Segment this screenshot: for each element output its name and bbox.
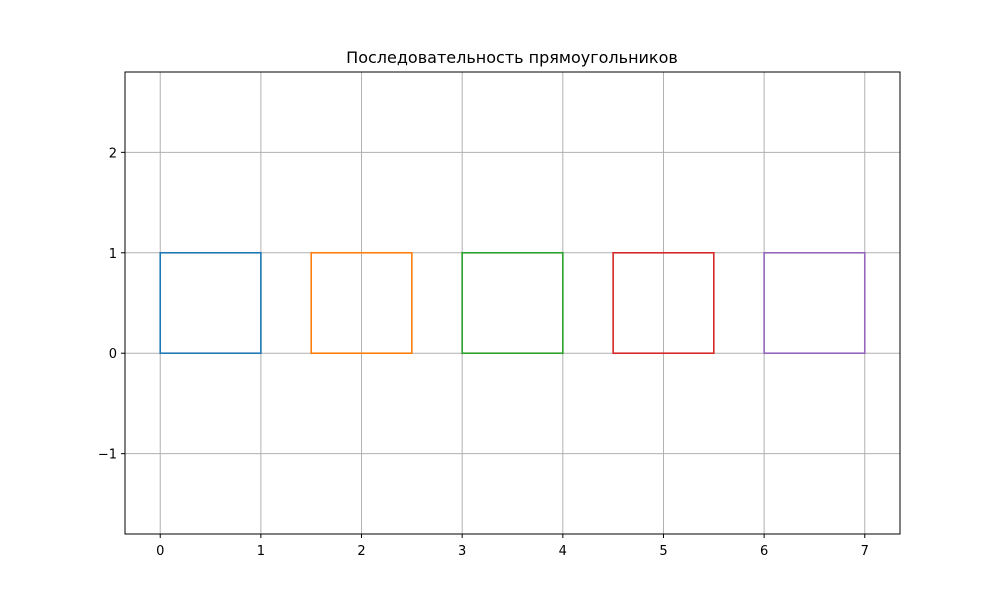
- x-tick-label-5: 5: [659, 544, 667, 559]
- axes-frame: [124, 71, 901, 535]
- y-tick-label-3: 2: [109, 146, 117, 161]
- x-tick-label-0: 0: [156, 544, 164, 559]
- rectangle-3: [461, 251, 564, 355]
- rectangle-1: [159, 251, 262, 355]
- x-tick-label-2: 2: [357, 544, 365, 559]
- x-tick-label-1: 1: [257, 544, 265, 559]
- rectangle-5: [763, 251, 866, 355]
- y-tick-label-0: −1: [98, 448, 117, 463]
- rectangles: [159, 251, 866, 355]
- x-tick-label-3: 3: [458, 544, 466, 559]
- chart-title: Последовательность прямоугольников: [346, 48, 678, 67]
- rectangle-2: [310, 251, 413, 355]
- ticks: 0 1 2 3 4 5 6 7 −1 0 1 2: [98, 146, 869, 559]
- x-tick-label-6: 6: [760, 544, 768, 559]
- y-tick-label-2: 1: [109, 247, 117, 262]
- grid: [125, 72, 900, 534]
- y-tick-label-1: 0: [109, 347, 117, 362]
- x-tick-label-7: 7: [861, 544, 869, 559]
- x-tick-label-4: 4: [559, 544, 567, 559]
- rectangle-4: [612, 251, 715, 355]
